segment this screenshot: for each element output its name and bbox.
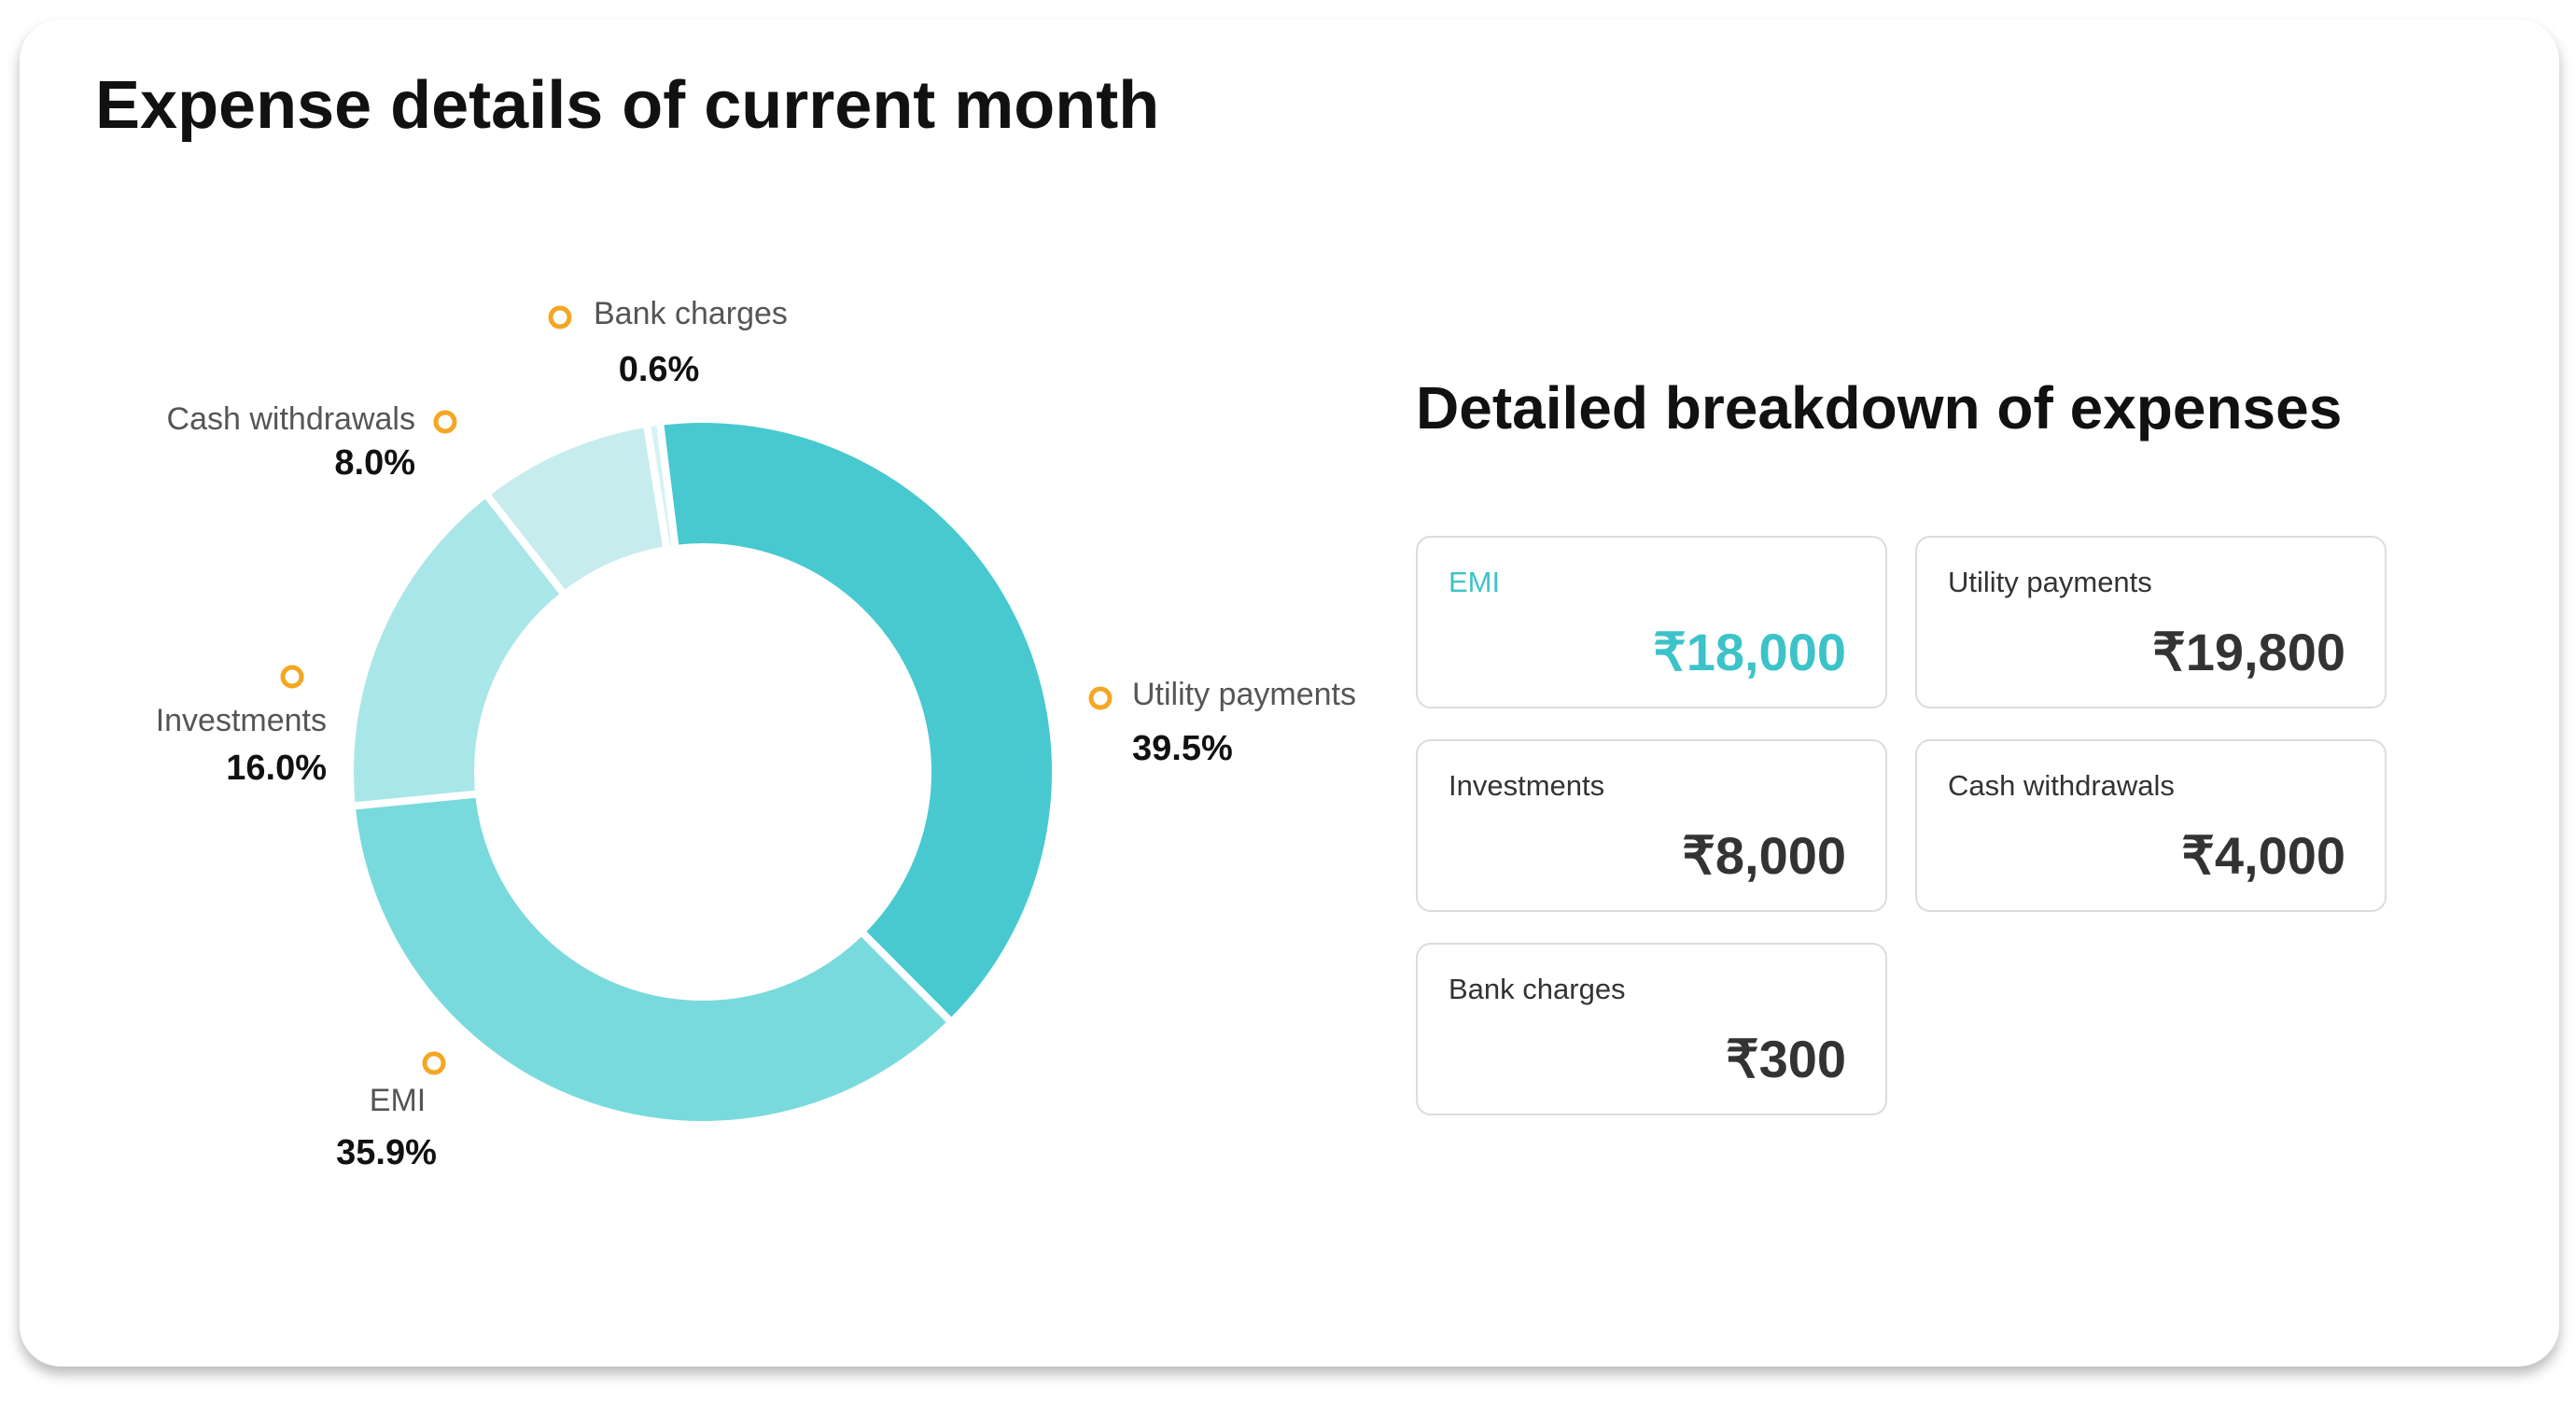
legend-marker [280,665,304,689]
chart-title: Expense details of current month [95,68,1160,143]
slice-label: EMI [370,1083,426,1118]
card-amount: ₹19,800 [2152,623,2345,681]
expense-card: Cash withdrawals ₹4,000 [1915,739,2387,912]
donut-slice [655,415,1059,1028]
slice-value: 16.0% [226,749,327,788]
expense-card: EMI ₹18,000 [1416,536,1887,708]
donut-chart: Utility payments 39.5% EMI 35.9% Investments… [156,296,1356,1172]
card-amount: ₹300 [1725,1030,1846,1088]
donut-slice [347,789,958,1129]
slice-value: 8.0% [334,443,415,483]
expense-card: Utility payments ₹19,800 [1915,536,2387,708]
legend-marker [422,1051,446,1075]
slice-value: 39.5% [1132,729,1233,768]
card-label: Utility payments [1948,566,2152,598]
card-label: Cash withdrawals [1948,769,2175,802]
slice-value: 0.6% [619,350,700,389]
slice-label: Investments [156,703,327,738]
card-amount: ₹18,000 [1653,623,1846,681]
slice-value: 35.9% [336,1133,437,1172]
donut-slice [642,417,680,554]
card-amount: ₹8,000 [1682,826,1846,885]
slice-label: Bank charges [594,296,788,331]
slice-label: Utility payments [1132,677,1356,712]
legend-marker [1088,686,1113,710]
legend-marker [433,410,457,434]
expense-card: Investments ₹8,000 [1416,739,1887,912]
expense-card: Bank charges ₹300 [1416,943,1887,1115]
card-label: EMI [1449,566,1501,598]
donut-slice [346,488,570,810]
card-amount: ₹4,000 [2181,826,2345,885]
legend-marker [548,305,572,329]
card-label: Investments [1449,769,1605,802]
card-label: Bank charges [1449,973,1626,1005]
slice-label: Cash withdrawals [167,401,415,437]
breakdown-title: Detailed breakdown of expenses [1416,374,2343,442]
